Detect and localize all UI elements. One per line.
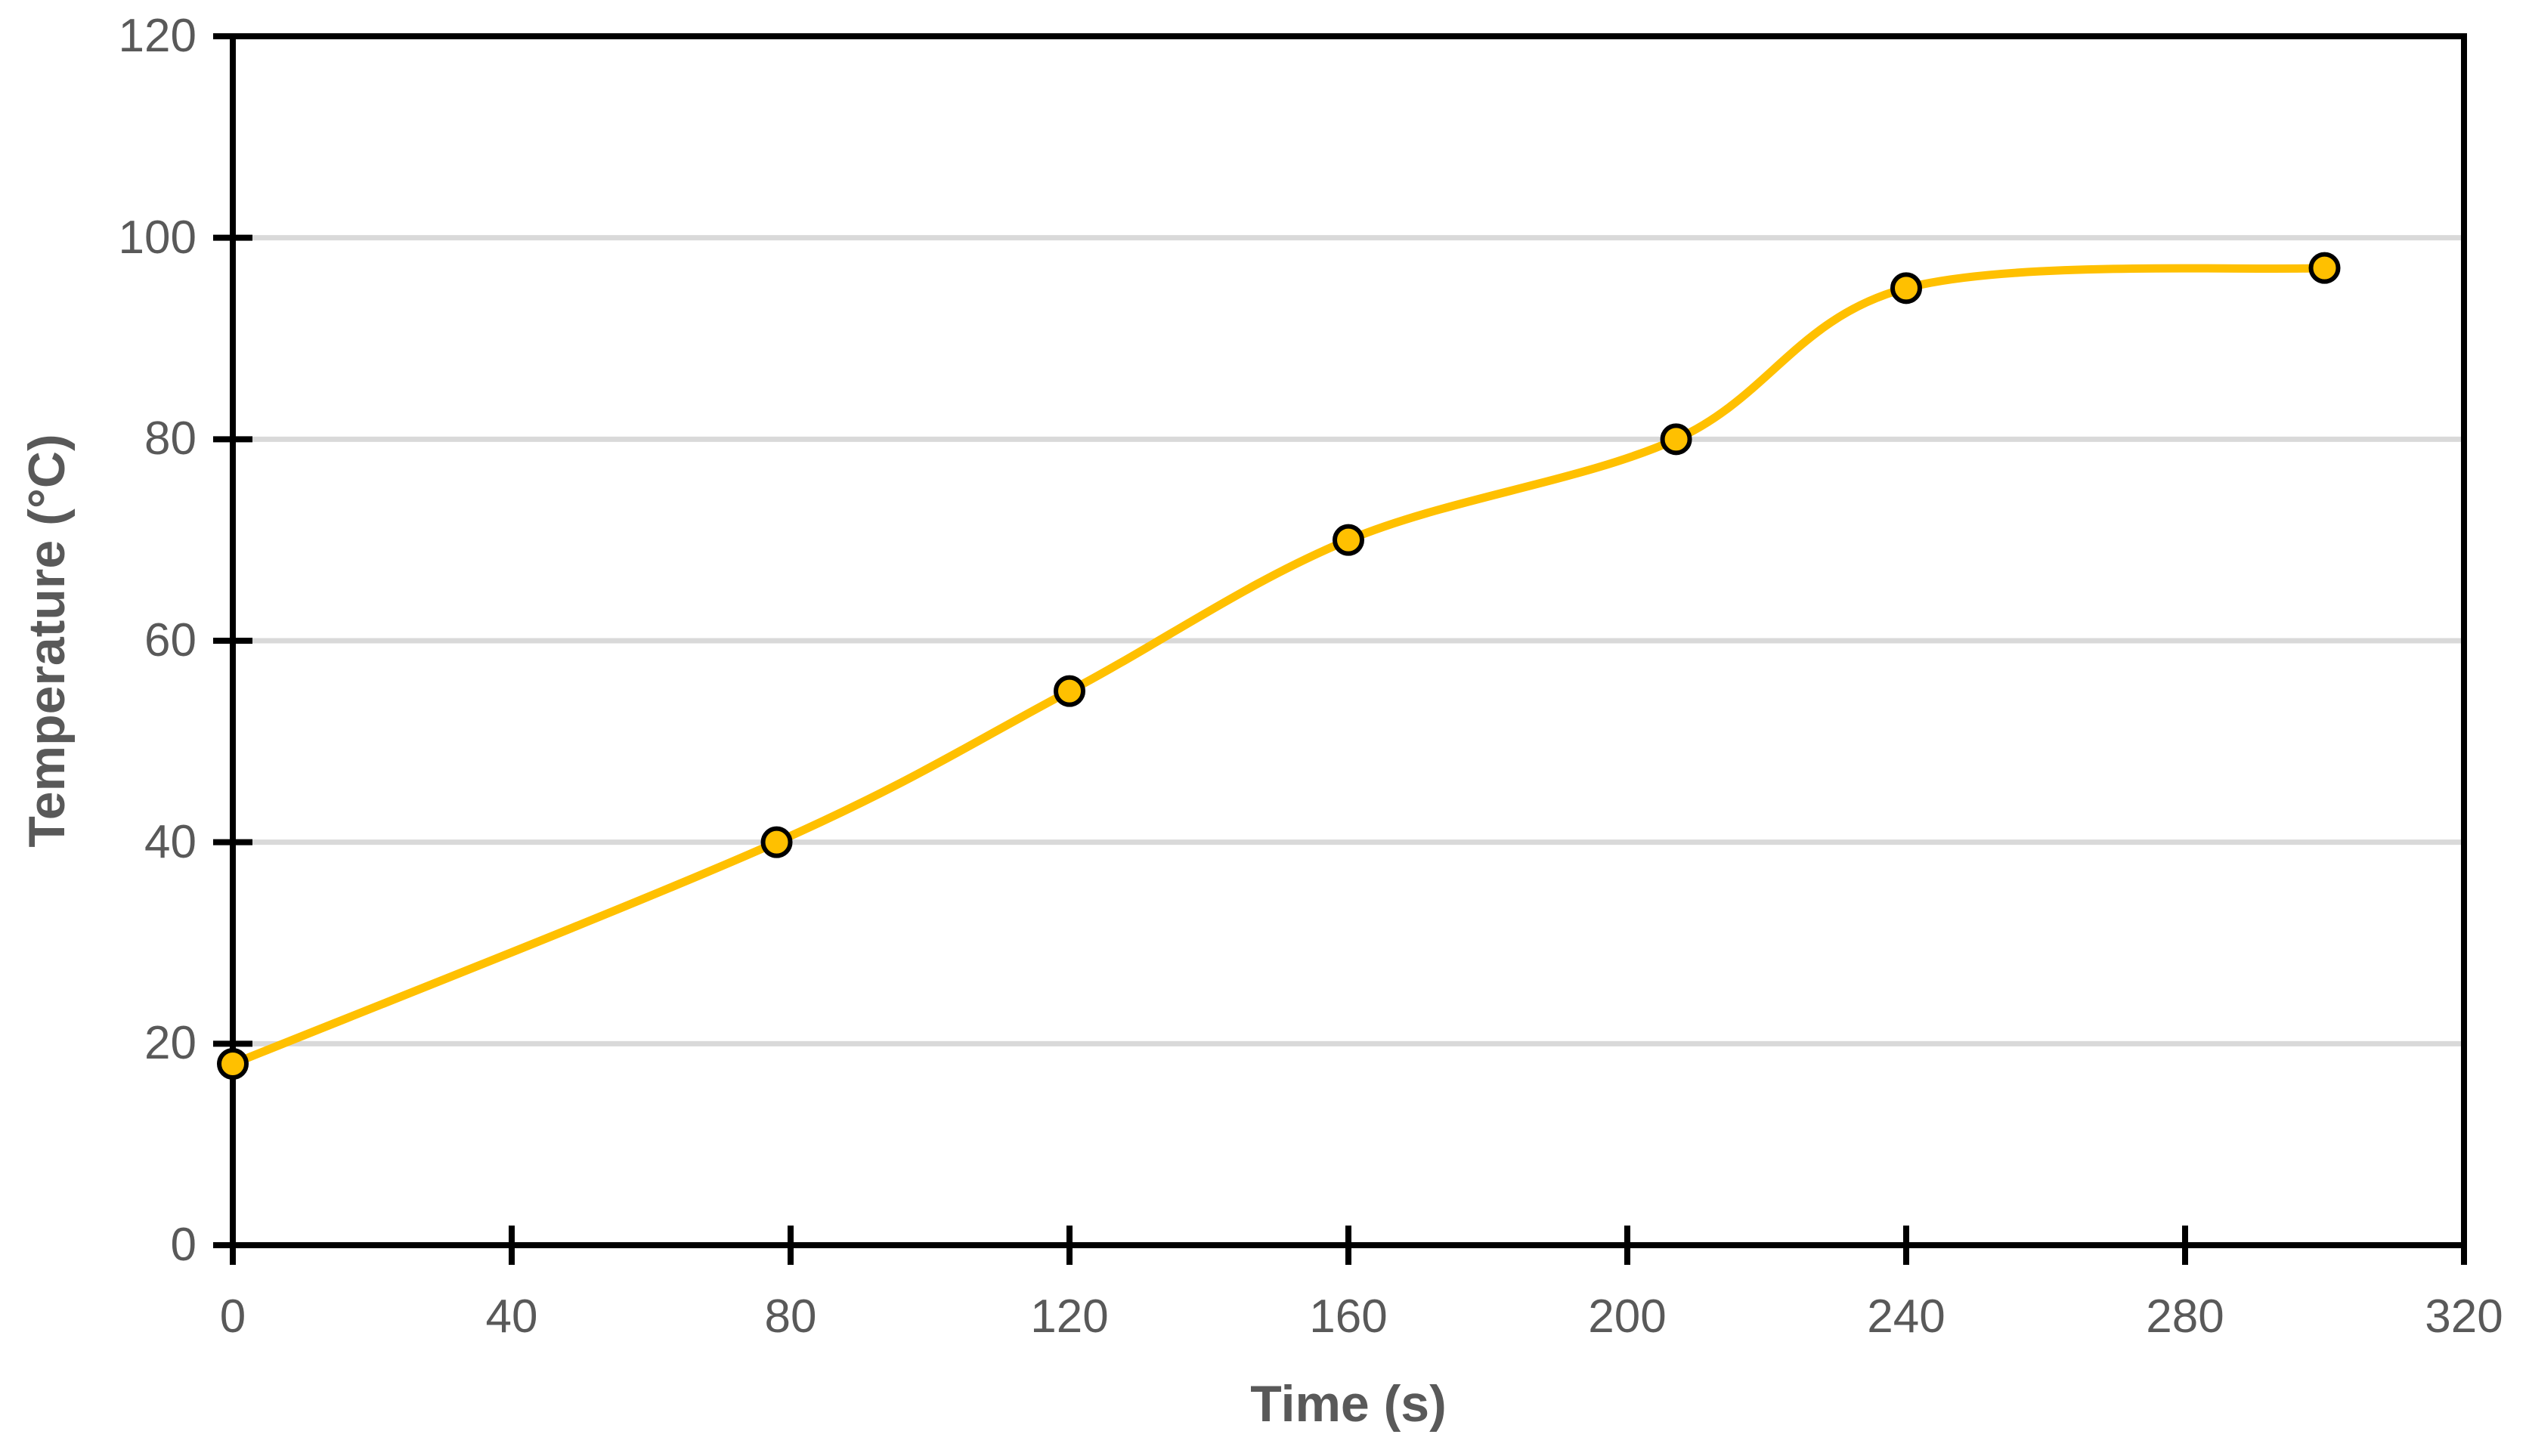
y-tick-label: 80 [144,413,197,465]
series-line [228,264,2329,1068]
data-point-marker [217,1048,249,1080]
data-point-marker [2308,252,2341,284]
x-tick-label: 200 [1588,1291,1667,1343]
x-axis-title: Time (s) [1250,1375,1447,1433]
x-tick-label: 40 [485,1291,538,1343]
y-tick-label: 100 [118,211,197,264]
y-axis-title: Temperature (°C) [18,434,76,848]
y-tick-label: 20 [144,1017,197,1070]
x-tick-label: 320 [2425,1291,2503,1343]
data-point-marker [1333,524,1364,556]
y-tick-label: 60 [144,614,197,666]
data-point-marker [1890,272,1922,304]
data-point-marker [1054,675,1085,707]
x-tick-label: 240 [1867,1291,1946,1343]
x-tick-label: 280 [2146,1291,2224,1343]
x-tick-label: 0 [219,1291,246,1343]
x-tick-label: 80 [764,1291,817,1343]
y-tick-label: 0 [170,1219,197,1271]
data-point-marker [1660,423,1692,456]
x-tick-label: 160 [1309,1291,1388,1343]
y-tick-label: 120 [118,10,197,62]
x-tick-label: 120 [1030,1291,1109,1343]
data-point-marker [760,826,793,858]
y-tick-label: 40 [144,815,197,868]
